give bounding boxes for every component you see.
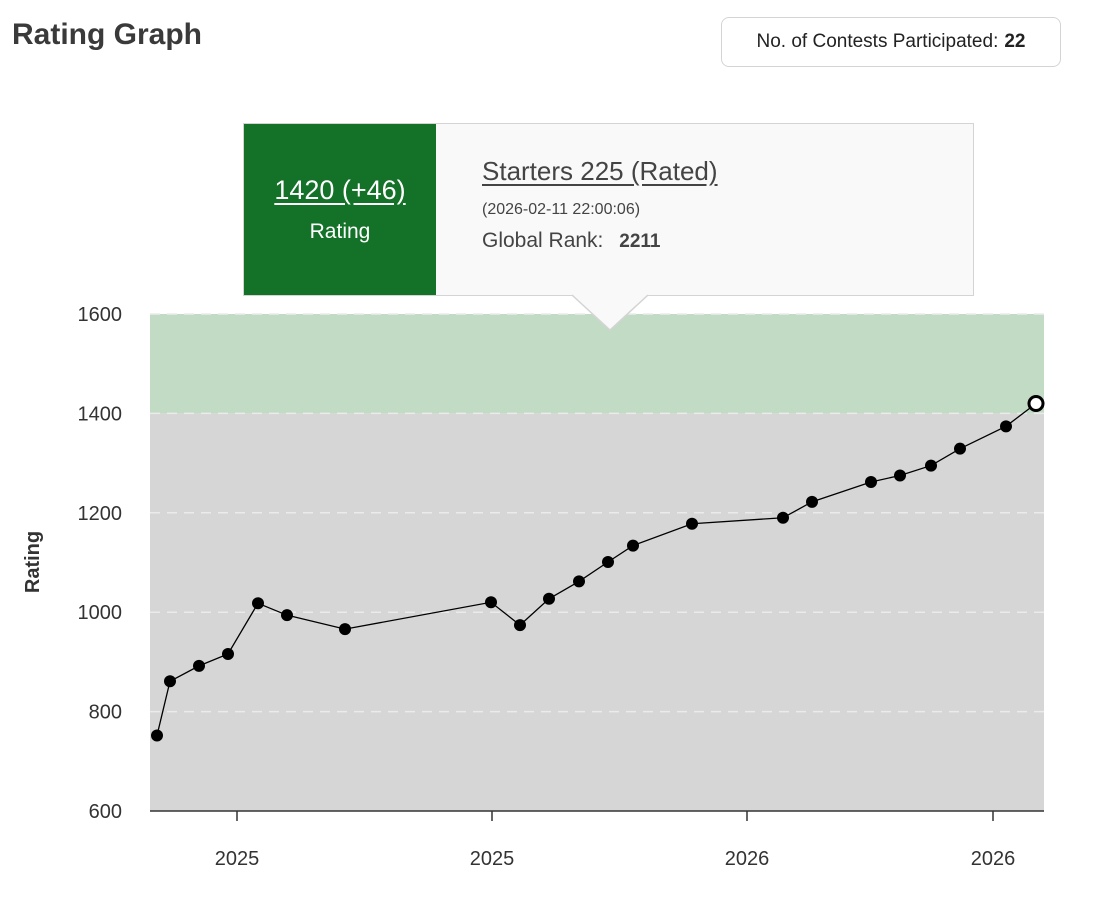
rating-point: [777, 511, 789, 524]
rating-point: [543, 592, 555, 605]
tooltip-arrow: [572, 294, 648, 332]
rating-line: [156, 402, 1037, 736]
rating-point: [252, 597, 264, 610]
rating-point: [193, 659, 205, 672]
y-tick-label: 1600: [78, 304, 123, 326]
rating-series: [151, 394, 1045, 742]
contests-participated-count: 22: [1004, 31, 1026, 52]
y-tick-label: 1400: [78, 403, 123, 425]
x-tick-label: 2026: [971, 848, 1016, 870]
rating-point: [164, 675, 176, 688]
tooltip-rating-value[interactable]: 1420 (+46): [274, 175, 406, 205]
rating-point: [865, 475, 877, 488]
tooltip-rank-label: Global Rank:: [482, 229, 604, 252]
x-tick-label: 2025: [215, 848, 260, 870]
contests-participated-label: No. of Contests Participated:: [756, 31, 999, 52]
rating-point: [222, 647, 234, 660]
rating-point: [806, 495, 818, 508]
y-tick-labels: 600 800 1000 1200 1400 1600: [78, 304, 123, 823]
y-tick-label: 600: [89, 801, 122, 823]
rating-point: [602, 556, 614, 569]
page-title: Rating Graph: [12, 18, 203, 51]
rating-point: [573, 575, 585, 588]
tooltip-contest-link[interactable]: Starters 225 (Rated): [482, 156, 718, 186]
rating-point: [686, 517, 698, 530]
rating-point: [627, 539, 639, 552]
y-tick-label: 1000: [78, 602, 123, 624]
rating-point: [485, 596, 497, 609]
rating-point: [1000, 420, 1012, 433]
contests-participated-badge: No. of Contests Participated: 22: [721, 17, 1061, 67]
rating-point: [281, 609, 293, 622]
rating-point: [514, 619, 526, 632]
x-tick-label: 2025: [470, 848, 515, 870]
rating-point: [954, 442, 966, 455]
axes: [150, 810, 1044, 821]
rating-band-1: [150, 314, 1044, 414]
tooltip-global-rank: Global Rank: 2211: [482, 229, 718, 253]
y-tick-label: 1200: [78, 503, 123, 525]
rating-point-highlighted: [1027, 394, 1045, 412]
tooltip-rank-value: 2211: [619, 231, 661, 252]
y-tick-label: 800: [89, 702, 122, 724]
tooltip-rating-label: Rating: [309, 220, 371, 243]
y-axis-title: Rating: [22, 531, 44, 593]
contest-tooltip: 1420 (+46) Rating Starters 225 (Rated) (…: [243, 123, 974, 296]
tooltip-details: Starters 225 (Rated) (2026-02-11 22:00:0…: [436, 124, 718, 295]
x-tick-label: 2026: [725, 848, 770, 870]
rating-bands: [150, 314, 1044, 811]
rating-point: [925, 459, 937, 472]
x-tick-labels: 2025 2025 2026 2026: [215, 848, 1016, 870]
tooltip-rating-panel: 1420 (+46) Rating: [244, 124, 436, 295]
rating-point: [151, 729, 163, 742]
rating-point: [894, 469, 906, 482]
rating-point: [339, 623, 351, 636]
tooltip-contest-date: (2026-02-11 22:00:06): [482, 201, 641, 218]
